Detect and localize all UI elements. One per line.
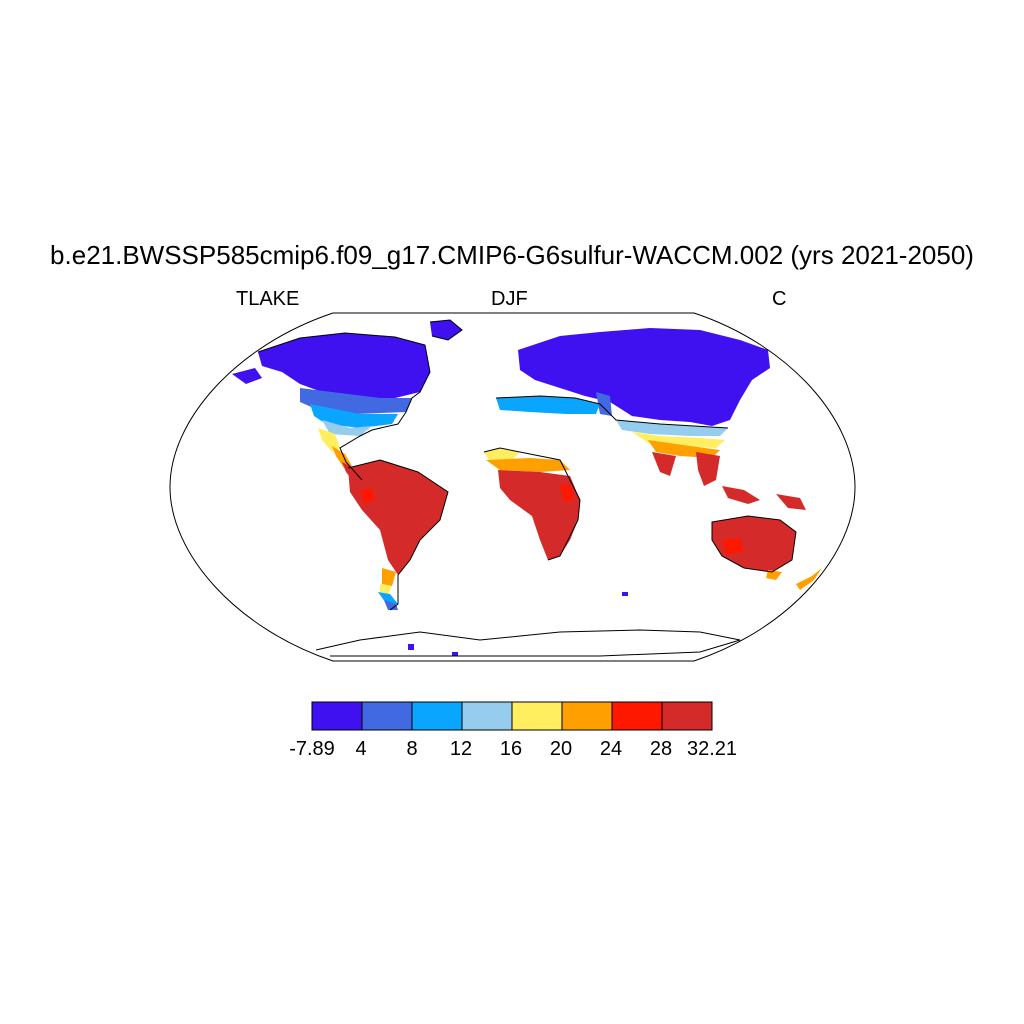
colorbar-swatch	[311, 701, 363, 731]
colorbar-tick-label: 32.21	[686, 738, 738, 760]
colorbar-tick-label: 12	[449, 738, 473, 760]
plot-title: b.e21.BWSSP585cmip6.f09_g17.CMIP6-G6sulf…	[50, 240, 974, 270]
map-boundary	[169, 312, 856, 662]
variable-label: TLAKE	[236, 288, 300, 310]
colorbar-tick-label: 16	[499, 738, 523, 760]
colorbar-swatch	[661, 701, 713, 731]
colorbar-swatch	[561, 701, 613, 731]
colorbar-tick-label: 20	[549, 738, 573, 760]
colorbar-tick-label: 24	[599, 738, 623, 760]
colorbar-tick-label: 8	[406, 738, 418, 760]
season-label: DJF	[491, 288, 528, 310]
colorbar	[311, 701, 713, 731]
colorbar-swatch	[511, 701, 563, 731]
colorbar-swatch	[411, 701, 463, 731]
colorbar-tick-label: -7.89	[289, 738, 335, 760]
units-label: C	[772, 288, 787, 310]
colorbar-swatch	[461, 701, 513, 731]
colorbar-tick-label: 28	[649, 738, 673, 760]
temperature-field	[232, 320, 822, 656]
coastlines	[257, 319, 797, 657]
colorbar-swatch	[361, 701, 413, 731]
colorbar-swatch	[611, 701, 663, 731]
colorbar-tick-label: 4	[355, 738, 367, 760]
